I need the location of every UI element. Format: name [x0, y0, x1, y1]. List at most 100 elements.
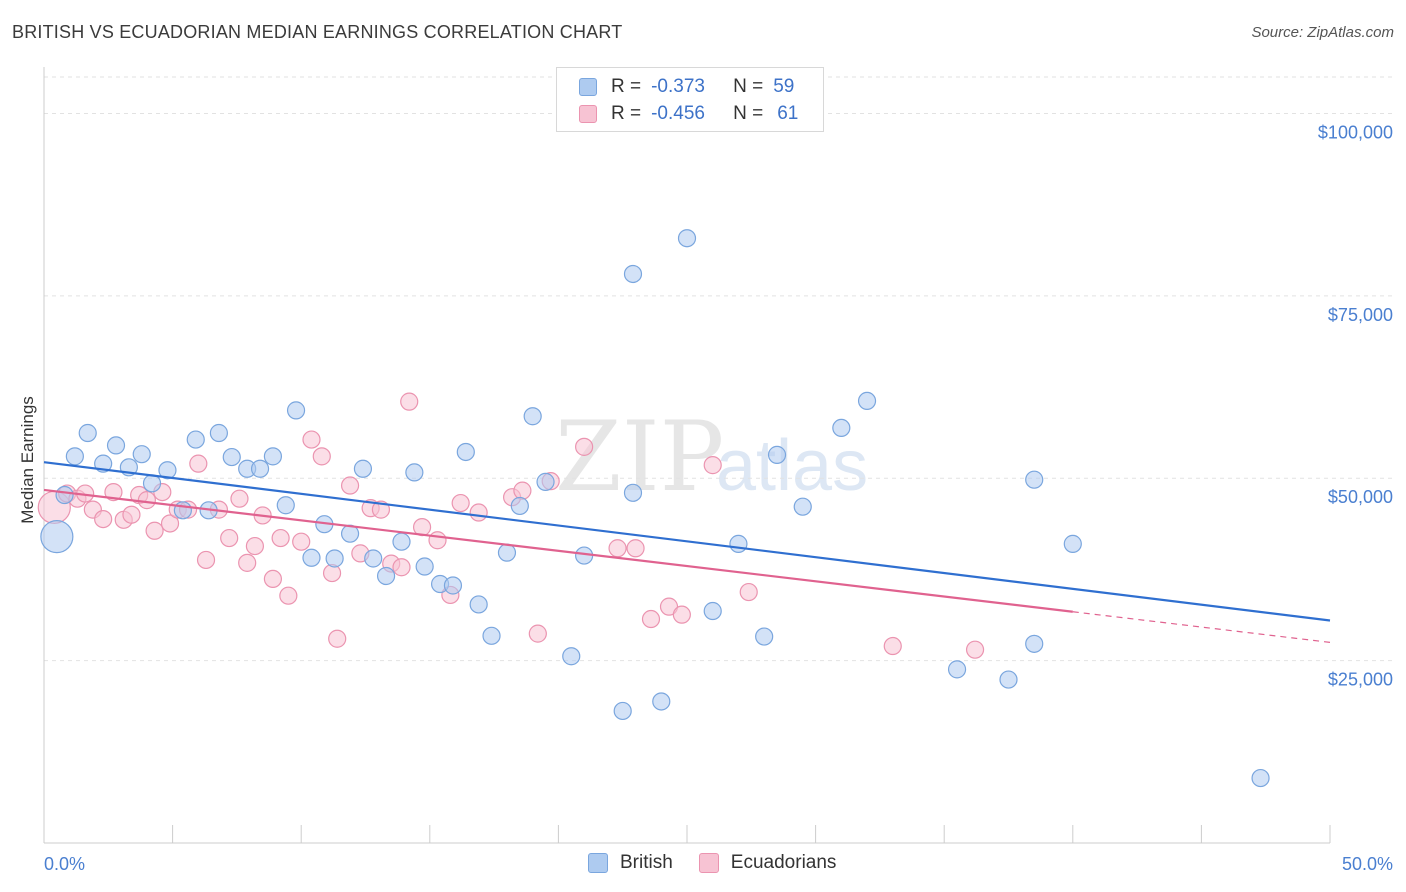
ecuadorian-legend-swatch — [698, 853, 719, 873]
british-point — [497, 543, 517, 562]
ecuadorian-point — [220, 528, 239, 548]
british-points — [40, 229, 1270, 788]
british-point — [325, 549, 344, 568]
british-legend-label: British — [620, 852, 673, 873]
ecuadorian-point — [672, 605, 691, 624]
ecuadorian-point — [189, 454, 208, 473]
british-point — [623, 483, 643, 502]
ecuadorian-point — [739, 582, 758, 602]
ecuadorian-point — [137, 491, 156, 510]
y-tick-label: $100,000 — [1318, 122, 1393, 142]
british-point — [392, 532, 411, 551]
british-point — [652, 692, 671, 711]
british-n-label: N = — [733, 76, 764, 97]
british-point — [613, 701, 632, 721]
british-legend-swatch — [588, 853, 608, 873]
british-point — [999, 670, 1018, 689]
british-point — [132, 445, 151, 464]
british-point — [755, 627, 774, 646]
british-swatch — [579, 78, 597, 96]
british-point — [703, 601, 722, 621]
british-point — [376, 566, 396, 586]
ecuadorian-point — [703, 456, 722, 475]
british-point — [65, 447, 84, 466]
british-point — [469, 595, 488, 614]
y-tick-label: $25,000 — [1328, 670, 1393, 690]
ecuadorian-point — [160, 514, 180, 533]
ecuadorian-legend-label: Ecuadorians — [730, 852, 837, 873]
y-tick-label: $50,000 — [1328, 487, 1393, 507]
british-point — [40, 519, 74, 554]
british-point — [186, 430, 205, 449]
british-point — [443, 576, 463, 595]
ecuadorian-point — [340, 476, 360, 495]
grid-lines — [44, 76, 1395, 662]
ecuadorian-point — [528, 624, 547, 643]
bottom-legend: British Ecuadorians — [588, 852, 862, 874]
ecuadorian-point — [312, 447, 331, 466]
x-tick-label: 50.0% — [1342, 854, 1393, 874]
british-r-label: R = — [611, 76, 642, 97]
british-point — [276, 496, 295, 515]
y-axis-label: Median Earnings — [18, 396, 37, 524]
british-point — [142, 474, 162, 493]
british-point — [857, 391, 877, 411]
trend-lines — [43, 461, 1331, 643]
british-point — [482, 626, 501, 645]
british-point — [250, 459, 270, 478]
ecuadorian-point — [196, 550, 216, 570]
british-point — [729, 534, 748, 553]
ecuadorian-point — [302, 430, 321, 449]
ecuadorian-point — [883, 636, 902, 656]
british-r-value: -0.373 — [651, 76, 705, 97]
british-point — [263, 447, 283, 466]
british-point — [405, 463, 424, 482]
british-point — [1025, 470, 1044, 489]
ecuadorian-point — [392, 558, 411, 577]
ecuadorian-point — [145, 521, 164, 540]
ecuadorian-r-label: R = — [611, 103, 642, 124]
ecuadorian-point — [104, 482, 123, 502]
british-point — [158, 461, 177, 480]
ecuadorian-trend-line — [43, 488, 1073, 613]
british-n-value: 59 — [773, 76, 795, 97]
british-point — [767, 445, 787, 464]
legend-row-british: R = -0.373 N = 59 — [579, 74, 794, 100]
ecuadorian-point — [626, 539, 645, 558]
british-point — [832, 418, 851, 438]
ecuadorian-point — [965, 640, 985, 659]
british-point — [1025, 634, 1044, 653]
ecuadorian-point — [641, 609, 661, 629]
british-point — [302, 548, 321, 567]
british-point — [209, 423, 228, 443]
british-point — [523, 407, 542, 426]
x-tick-labels: 0.0% 50.0% — [44, 854, 1393, 874]
chart-title: BRITISH VS ECUADORIAN MEDIAN EARNINGS CO… — [12, 22, 623, 42]
british-point — [55, 485, 74, 505]
ecuadorian-point — [513, 481, 532, 500]
bottom-legend-ecuadorians: Ecuadorians — [698, 852, 837, 874]
watermark-atlas: atlas — [716, 426, 868, 506]
legend-row-ecuadorians: R = -0.456 N = 61 — [579, 101, 798, 127]
ecuadorian-swatch — [579, 105, 597, 123]
ecuadorian-point — [292, 532, 311, 551]
ecuadorian-point — [271, 528, 290, 548]
british-point — [173, 501, 192, 520]
british-point — [562, 647, 581, 666]
british-point — [106, 436, 126, 455]
y-tick-labels: $25,000 $50,000 $75,000 $100,000 — [1318, 122, 1393, 689]
british-point — [353, 459, 373, 478]
ecuadorian-point — [659, 597, 679, 616]
british-point — [947, 660, 967, 679]
british-trend-line — [43, 461, 1331, 622]
y-tick-label: $75,000 — [1328, 305, 1393, 325]
ecuadorian-point — [328, 629, 347, 648]
ecuadorian-point — [230, 489, 249, 508]
ecuadorian-point — [608, 539, 627, 558]
legend: R = -0.373 N = 59 R = -0.456 N = 61 — [556, 67, 824, 132]
british-point — [1063, 534, 1082, 553]
ecuadorian-point — [400, 392, 419, 411]
british-point — [286, 401, 306, 420]
source-label: Source: ZipAtlas.com — [1251, 24, 1394, 41]
